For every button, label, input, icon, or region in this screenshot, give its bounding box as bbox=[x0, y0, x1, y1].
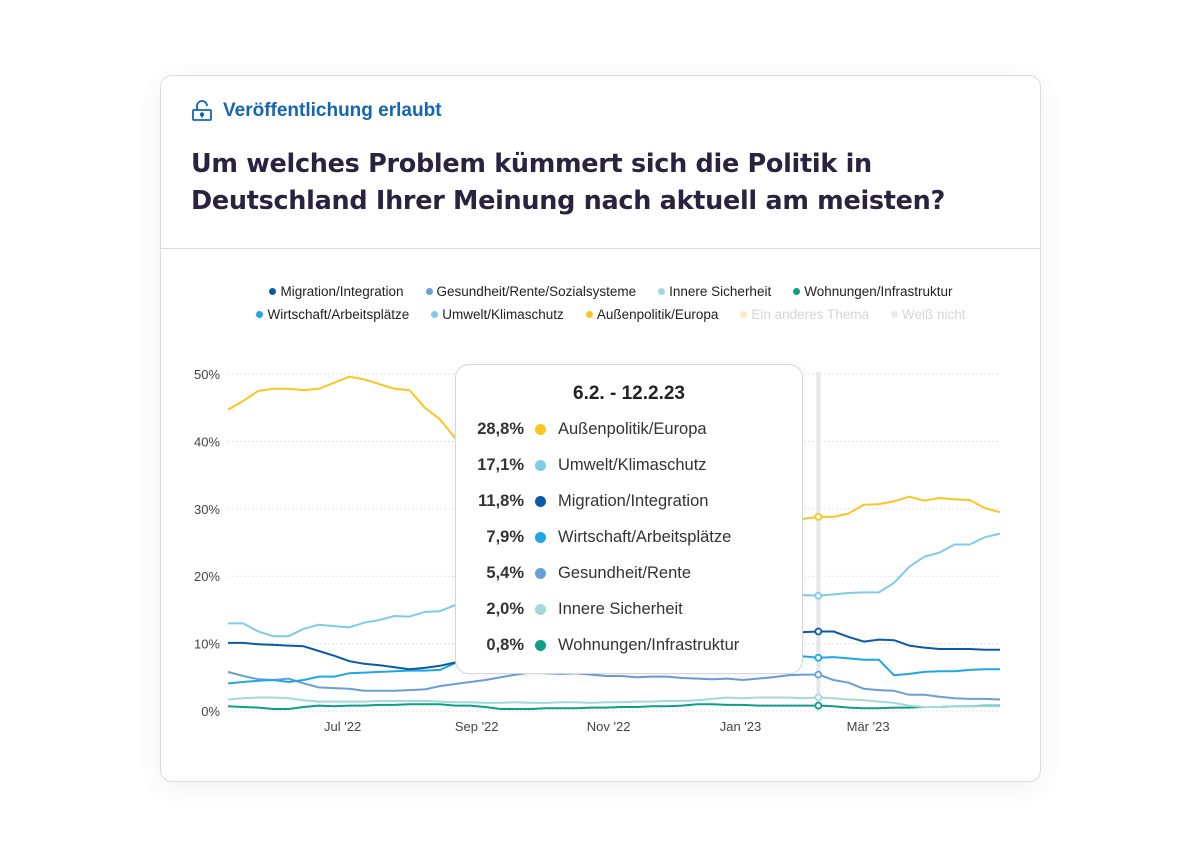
legend-dot-icon bbox=[740, 311, 748, 318]
x-tick-label: Jan '23 bbox=[720, 719, 762, 734]
tooltip-value: 0,8% bbox=[486, 635, 524, 654]
series-line bbox=[227, 670, 1001, 701]
legend-item[interactable]: Wohnungen/Infrastruktur bbox=[793, 284, 953, 299]
highlight-marker bbox=[814, 701, 823, 710]
x-tick-label: Mär '23 bbox=[847, 719, 890, 734]
legend-dot-icon bbox=[658, 288, 666, 295]
tooltip-label: Innere Sicherheit bbox=[558, 599, 683, 618]
tooltip-row: 17,1% Umwelt/Klimaschutz bbox=[456, 447, 802, 483]
publication-label: Veröffentlichung erlaubt bbox=[223, 100, 442, 121]
legend-label: Innere Sicherheit bbox=[669, 284, 772, 299]
legend-item[interactable]: Außenpolitik/Europa bbox=[585, 307, 719, 322]
tooltip-value: 17,1% bbox=[477, 455, 524, 474]
highlight-marker bbox=[814, 670, 823, 679]
series-dot-icon bbox=[535, 567, 546, 579]
tooltip-label: Außenpolitik/Europa bbox=[558, 419, 707, 438]
question-title: Um welches Problem kümmert sich die Poli… bbox=[191, 149, 945, 216]
tooltip-value: 28,8% bbox=[477, 419, 524, 438]
y-tick-label: 20% bbox=[194, 569, 220, 584]
legend-dot-icon bbox=[425, 288, 433, 295]
legend-item[interactable]: Gesundheit/Rente/Sozialsysteme bbox=[425, 284, 637, 299]
legend-label: Wohnungen/Infrastruktur bbox=[804, 284, 953, 299]
tooltip-label: Gesundheit/Rente bbox=[558, 563, 692, 582]
tooltip-row: 2,0% Innere Sicherheit bbox=[456, 591, 802, 627]
legend-dot-icon bbox=[256, 311, 264, 318]
legend-dot-icon bbox=[585, 311, 593, 318]
unlock-icon bbox=[192, 100, 212, 121]
legend-label: Migration/Integration bbox=[280, 284, 404, 299]
series-line bbox=[227, 696, 1000, 708]
legend-label: Umwelt/Klimaschutz bbox=[442, 307, 564, 322]
y-tick-label: 30% bbox=[194, 502, 220, 517]
legend-item[interactable]: Ein anderes Thema bbox=[740, 307, 869, 322]
tooltip-title: 6.2. - 12.2.23 bbox=[573, 383, 685, 404]
y-tick-label: 10% bbox=[194, 637, 220, 652]
publication-badge: Veröffentlichung erlaubt bbox=[191, 100, 442, 122]
legend-dot-icon bbox=[431, 311, 439, 318]
highlight-marker bbox=[814, 653, 823, 662]
tooltip-label: Migration/Integration bbox=[558, 491, 709, 510]
tooltip-label: Umwelt/Klimaschutz bbox=[558, 455, 707, 474]
tooltip-row: 11,8% Migration/Integration bbox=[456, 483, 802, 519]
highlight-marker bbox=[814, 627, 823, 636]
legend-dot-icon bbox=[890, 311, 898, 318]
legend-item[interactable]: Weiß nicht bbox=[890, 307, 966, 322]
x-tick-label: Jul '22 bbox=[324, 719, 361, 734]
legend-dot-icon bbox=[269, 288, 277, 295]
series-dot-icon bbox=[535, 639, 546, 651]
tooltip-row: 28,8% Außenpolitik/Europa bbox=[456, 411, 802, 447]
highlight-marker bbox=[814, 512, 823, 521]
highlight-marker bbox=[814, 693, 823, 702]
y-tick-label: 40% bbox=[194, 434, 220, 449]
legend-item[interactable]: Umwelt/Klimaschutz bbox=[431, 307, 564, 322]
tooltip-value: 7,9% bbox=[486, 527, 524, 546]
y-tick-label: 50% bbox=[194, 367, 220, 382]
legend-label: Ein anderes Thema bbox=[751, 307, 869, 322]
legend-label: Außenpolitik/Europa bbox=[596, 307, 719, 322]
highlight-marker bbox=[814, 591, 823, 600]
legend-item[interactable]: Migration/Integration bbox=[269, 284, 404, 299]
chart-legend: Migration/Integration Gesundheit/Rente/So… bbox=[221, 284, 1001, 330]
legend-label: Wirtschaft/Arbeitsplätze bbox=[267, 307, 410, 322]
legend-dot-icon bbox=[793, 288, 801, 295]
tooltip-row: 0,8% Wohnungen/Infrastruktur bbox=[456, 627, 802, 663]
legend-label: Weiß nicht bbox=[901, 307, 966, 322]
legend-item[interactable]: Wirtschaft/Arbeitsplätze bbox=[256, 307, 409, 322]
divider bbox=[161, 248, 1040, 249]
series-dot-icon bbox=[535, 531, 546, 543]
x-tick-label: Sep '22 bbox=[455, 719, 499, 734]
tooltip-row: 7,9% Wirtschaft/Arbeitsplätze bbox=[456, 519, 802, 555]
tooltip-value: 11,8% bbox=[478, 491, 524, 510]
tooltip-label: Wirtschaft/Arbeitsplätze bbox=[558, 527, 732, 546]
series-dot-icon bbox=[535, 603, 546, 615]
series-dot-icon bbox=[535, 459, 546, 471]
x-tick-label: Nov '22 bbox=[587, 719, 631, 734]
series-dot-icon bbox=[535, 423, 546, 435]
legend-item[interactable]: Innere Sicherheit bbox=[658, 284, 771, 299]
y-tick-label: 0% bbox=[201, 704, 220, 719]
tooltip-label: Wohnungen/Infrastruktur bbox=[558, 635, 740, 654]
tooltip-row: 5,4% Gesundheit/Rente bbox=[456, 555, 802, 591]
chart-tooltip: 6.2. - 12.2.23 28,8% Außenpolitik/Europa 1… bbox=[455, 364, 803, 674]
series-dot-icon bbox=[535, 495, 546, 507]
tooltip-value: 5,4% bbox=[486, 563, 524, 582]
legend-label: Gesundheit/Rente/Sozialsysteme bbox=[436, 284, 637, 299]
tooltip-value: 2,0% bbox=[486, 599, 524, 618]
series-line bbox=[227, 703, 1000, 710]
